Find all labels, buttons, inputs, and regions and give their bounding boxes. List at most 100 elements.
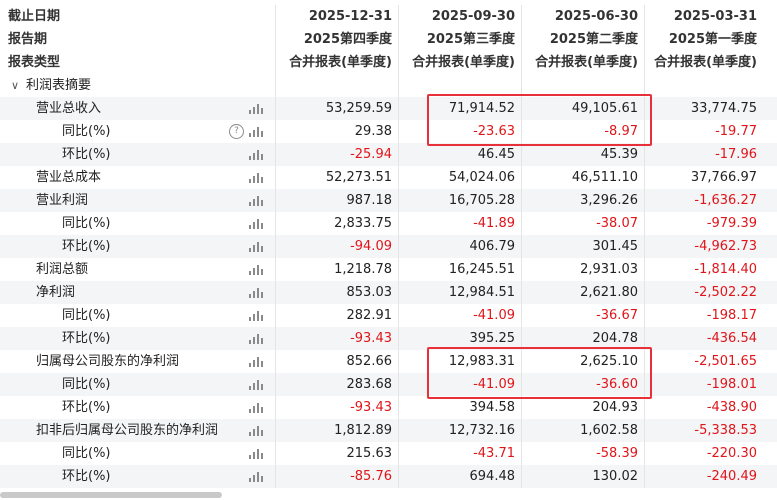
value-cell: -58.39	[521, 442, 644, 465]
value-cell: 130.02	[521, 465, 644, 488]
bar-chart-icon[interactable]	[249, 104, 263, 114]
header-cell: 2025第四季度	[275, 28, 398, 51]
header-label: 截止日期	[8, 9, 61, 24]
bar-chart-icon[interactable]	[249, 288, 263, 298]
header-cell: 合并报表(单季度)	[275, 51, 398, 74]
value-cell: -36.67	[521, 304, 644, 327]
bar-chart-icon-bar	[253, 452, 255, 459]
header-cell: 合并报表(单季度)	[644, 51, 777, 74]
bar-chart-icon-bar	[261, 384, 263, 390]
bar-chart-icon[interactable]	[249, 403, 263, 413]
header-cell: 2025-06-30	[521, 5, 644, 28]
value-cell: -240.49	[644, 465, 777, 488]
bar-chart-icon-bar	[261, 131, 263, 137]
value-cell: 204.78	[521, 327, 644, 350]
bar-chart-icon-bar	[253, 199, 255, 206]
bar-chart-icon[interactable]	[249, 150, 263, 160]
bar-chart-icon[interactable]	[249, 127, 263, 137]
row-label: 同比(%)	[62, 446, 111, 461]
value-cell: 3,296.26	[521, 189, 644, 212]
section-title-cell[interactable]: ∨ 利润表摘要	[0, 74, 275, 97]
bar-chart-icon-bar	[253, 337, 255, 344]
bar-chart-icon-bar	[257, 196, 259, 206]
value-cell: 2,625.10	[521, 350, 644, 373]
bar-chart-icon-bar	[261, 453, 263, 459]
bar-chart-icon[interactable]	[249, 380, 263, 390]
bar-chart-icon[interactable]	[249, 242, 263, 252]
bar-chart-icon-bar	[253, 475, 255, 482]
bar-chart-icon[interactable]	[249, 357, 263, 367]
row-label: 环比(%)	[62, 239, 111, 254]
section-header[interactable]: ∨ 利润表摘要	[0, 74, 777, 97]
bar-chart-icon[interactable]	[249, 449, 263, 459]
value-cell: 215.63	[275, 442, 398, 465]
bar-chart-icon-bar	[253, 360, 255, 367]
value-cell: 49,105.61	[521, 97, 644, 120]
bar-chart-icon-bar	[249, 317, 251, 321]
bar-chart-icon[interactable]	[249, 173, 263, 183]
bar-chart-icon-bar	[249, 248, 251, 252]
bar-chart-icon-bar	[249, 409, 251, 413]
bar-chart-icon-bar	[249, 156, 251, 160]
header-label: 报告期	[8, 32, 48, 47]
empty-cell	[521, 74, 644, 97]
bar-chart-icon-bar	[249, 455, 251, 459]
value-cell: -198.17	[644, 304, 777, 327]
bar-chart-icon-bar	[253, 153, 255, 160]
value-cell: -436.54	[644, 327, 777, 350]
row-label: 营业总收入	[36, 101, 102, 116]
value-cell: -8.97	[521, 120, 644, 143]
header-row: 报告期 2025第四季度 2025第三季度 2025第二季度 2025第一季度	[0, 28, 777, 51]
table-row: 利润总额 1,218.78 16,245.51 2,931.03 -1,814.40	[0, 258, 777, 281]
bar-chart-icon-bar	[249, 179, 251, 183]
bar-chart-icon-bar	[261, 407, 263, 413]
value-cell: 45.39	[521, 143, 644, 166]
value-cell: -1,636.27	[644, 189, 777, 212]
bar-chart-icon[interactable]	[249, 265, 263, 275]
value-cell: 301.45	[521, 235, 644, 258]
empty-cell	[398, 74, 521, 97]
help-circle-icon[interactable]: ?	[229, 124, 244, 139]
header-cell: 2025-09-30	[398, 5, 521, 28]
table-row: 营业总收入 53,259.59 71,914.52 49,105.61 33,774.7…	[0, 97, 777, 120]
value-cell: 1,602.58	[521, 419, 644, 442]
bar-chart-icon[interactable]	[249, 196, 263, 206]
empty-cell	[644, 74, 777, 97]
chevron-down-icon[interactable]: ∨	[10, 79, 20, 92]
value-cell: 852.66	[275, 350, 398, 373]
table-row: 环比(%) -94.09 406.79 301.45 -4,962.73	[0, 235, 777, 258]
table-row: 环比(%) -93.43 395.25 204.78 -436.54	[0, 327, 777, 350]
row-label: 环比(%)	[62, 331, 111, 346]
bar-chart-icon-bar	[261, 154, 263, 160]
value-cell: -23.63	[398, 120, 521, 143]
bar-chart-icon-bar	[249, 271, 251, 275]
bar-chart-icon-bar	[253, 406, 255, 413]
section-title: 利润表摘要	[26, 78, 92, 93]
bar-chart-icon-bar	[253, 314, 255, 321]
value-cell: 694.48	[398, 465, 521, 488]
bar-chart-icon-bar	[249, 110, 251, 114]
value-cell: 37,766.97	[644, 166, 777, 189]
value-cell: -17.96	[644, 143, 777, 166]
bar-chart-icon[interactable]	[249, 472, 263, 482]
bar-chart-icon-bar	[253, 107, 255, 114]
value-cell: 46,511.10	[521, 166, 644, 189]
bar-chart-icon[interactable]	[249, 426, 263, 436]
row-label: 同比(%)	[62, 308, 111, 323]
value-cell: 853.03	[275, 281, 398, 304]
table-row: 同比(%) 283.68 -41.09 -36.60 -198.01	[0, 373, 777, 396]
value-cell: -41.09	[398, 304, 521, 327]
value-cell: -5,338.53	[644, 419, 777, 442]
value-cell: 12,983.31	[398, 350, 521, 373]
header-cell: 2025第二季度	[521, 28, 644, 51]
bar-chart-icon[interactable]	[249, 311, 263, 321]
bar-chart-icon[interactable]	[249, 334, 263, 344]
value-cell: 16,705.28	[398, 189, 521, 212]
horizontal-scrollbar[interactable]	[0, 492, 222, 498]
bar-chart-icon[interactable]	[249, 219, 263, 229]
bar-chart-icon-bar	[257, 311, 259, 321]
value-cell: 16,245.51	[398, 258, 521, 281]
value-cell: 53,259.59	[275, 97, 398, 120]
bar-chart-icon-bar	[257, 334, 259, 344]
header-cell: 2025第三季度	[398, 28, 521, 51]
